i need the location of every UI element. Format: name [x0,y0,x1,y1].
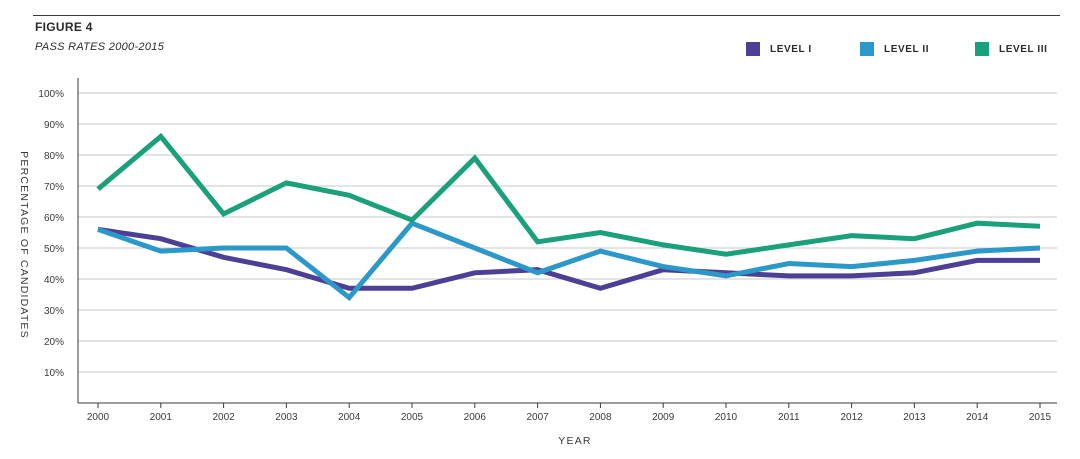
series-line-level-2 [97,220,1041,302]
x-tick-label: 2002 [212,412,235,423]
y-tick-label: 70% [44,182,64,193]
x-tick-label: 2005 [401,412,424,423]
legend-label-level-3: LEVEL III [999,43,1048,55]
x-tick-label: 2014 [966,412,989,423]
y-tick-label: 10% [44,368,64,379]
x-tick-label: 2009 [652,412,675,423]
legend-swatch-level-1 [746,42,760,56]
y-tick-label: 20% [44,337,64,348]
x-tick-label: 2010 [715,412,738,423]
x-tick-label: 2003 [275,412,298,423]
series-line-level-3 [96,132,1041,257]
series-line-level-1 [97,226,1040,291]
y-tick-label: 100% [38,89,64,100]
legend-swatch-level-3 [975,42,989,56]
x-tick-label: 2006 [464,412,487,423]
y-tick-label: 40% [44,275,64,286]
y-tick-label: 80% [44,151,64,162]
legend-item-level-1: LEVEL I [746,42,812,56]
y-tick-label: 50% [44,244,64,255]
legend-swatch-level-2 [860,42,874,56]
y-axis-title: PERCENTAGE OF CANDIDATES [18,151,30,339]
legend-label-level-2: LEVEL II [884,43,930,55]
x-tick-label: 2011 [778,412,800,423]
x-tick-label: 2013 [903,412,926,423]
x-tick-label: 2012 [840,412,863,423]
y-tick-label: 90% [44,120,64,131]
x-tick-label: 2004 [338,412,361,423]
y-tick-label: 60% [44,213,64,224]
x-tick-label: 2001 [150,412,173,423]
top-rule [33,15,1060,16]
legend-item-level-2: LEVEL II [860,42,929,56]
x-tick-label: 2015 [1029,412,1052,423]
y-tick-label: 30% [44,306,64,317]
x-tick-label: 2007 [526,412,549,423]
x-tick-label: 2000 [87,412,110,423]
legend-item-level-3: LEVEL III [975,42,1048,56]
figure-label: FIGURE 4 [35,20,93,34]
chart-title: PASS RATES 2000-2015 [35,41,165,53]
x-axis-title: YEAR [558,435,591,447]
legend-label-level-1: LEVEL I [770,43,812,55]
x-tick-label: 2008 [589,412,612,423]
